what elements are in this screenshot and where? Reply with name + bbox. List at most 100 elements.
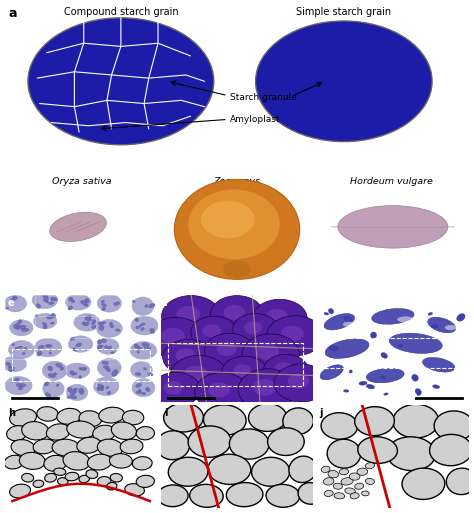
Ellipse shape [9,409,36,426]
Ellipse shape [434,411,474,441]
Ellipse shape [77,437,101,453]
Ellipse shape [14,324,19,329]
Ellipse shape [288,373,310,389]
Ellipse shape [190,484,223,507]
Ellipse shape [132,379,155,397]
Ellipse shape [350,493,359,499]
Ellipse shape [48,366,53,371]
Ellipse shape [381,376,385,379]
Ellipse shape [223,261,251,278]
Ellipse shape [372,308,414,324]
Ellipse shape [85,299,89,303]
Ellipse shape [329,346,338,350]
Ellipse shape [281,326,304,342]
Ellipse shape [147,347,151,350]
Ellipse shape [5,307,9,309]
Ellipse shape [433,385,440,388]
Text: i: i [164,408,167,418]
Ellipse shape [15,347,19,349]
Ellipse shape [18,346,23,349]
Ellipse shape [397,317,414,323]
Ellipse shape [57,478,68,485]
Ellipse shape [170,356,228,396]
Ellipse shape [323,478,334,485]
Ellipse shape [34,313,57,329]
Ellipse shape [83,303,88,307]
Ellipse shape [60,367,64,370]
Ellipse shape [188,189,280,260]
Ellipse shape [12,343,14,346]
Ellipse shape [111,352,115,353]
Ellipse shape [203,405,246,435]
Ellipse shape [384,393,388,395]
Ellipse shape [168,457,208,486]
Ellipse shape [16,383,23,387]
Ellipse shape [266,315,324,356]
Ellipse shape [52,297,55,300]
Text: j: j [319,408,323,418]
Ellipse shape [98,385,104,390]
Ellipse shape [22,422,49,440]
Text: a: a [9,7,17,19]
Ellipse shape [415,388,421,395]
Ellipse shape [87,454,111,470]
Ellipse shape [43,325,47,329]
Ellipse shape [97,477,111,486]
Ellipse shape [9,341,34,359]
Ellipse shape [97,340,102,344]
Ellipse shape [49,352,52,354]
Ellipse shape [345,488,356,494]
Ellipse shape [136,383,142,387]
Ellipse shape [201,201,255,238]
Ellipse shape [242,334,299,374]
Text: Amyloplast: Amyloplast [230,115,281,124]
Ellipse shape [217,342,237,356]
Ellipse shape [328,470,338,478]
Ellipse shape [43,295,48,298]
Ellipse shape [33,439,56,454]
Ellipse shape [9,484,30,498]
Ellipse shape [91,322,95,325]
Ellipse shape [256,344,279,360]
Ellipse shape [79,475,90,483]
Ellipse shape [349,473,360,480]
Ellipse shape [70,371,75,375]
Ellipse shape [432,325,438,328]
Ellipse shape [79,411,101,427]
Ellipse shape [365,463,374,469]
Ellipse shape [57,408,81,424]
Ellipse shape [82,322,85,325]
Ellipse shape [274,362,292,375]
Ellipse shape [97,294,121,312]
Ellipse shape [137,351,139,353]
Ellipse shape [114,302,119,305]
Ellipse shape [109,346,112,349]
Ellipse shape [327,439,361,468]
Ellipse shape [79,367,82,370]
Ellipse shape [248,404,287,431]
Ellipse shape [145,305,148,307]
Ellipse shape [111,422,137,440]
Ellipse shape [208,382,230,398]
Ellipse shape [81,301,87,305]
Ellipse shape [176,306,200,323]
Ellipse shape [102,308,106,310]
Ellipse shape [21,328,29,331]
Ellipse shape [56,384,59,386]
Text: e: e [8,298,14,308]
Ellipse shape [283,408,313,435]
Ellipse shape [274,364,328,402]
Ellipse shape [14,378,19,382]
Ellipse shape [102,322,106,323]
Ellipse shape [136,426,155,440]
Ellipse shape [66,384,88,401]
Ellipse shape [65,294,91,310]
Ellipse shape [46,424,70,440]
Ellipse shape [136,476,155,487]
Ellipse shape [138,389,141,392]
Ellipse shape [130,362,152,378]
Ellipse shape [298,483,323,504]
Ellipse shape [44,456,66,471]
Ellipse shape [188,426,231,457]
Ellipse shape [98,345,103,348]
